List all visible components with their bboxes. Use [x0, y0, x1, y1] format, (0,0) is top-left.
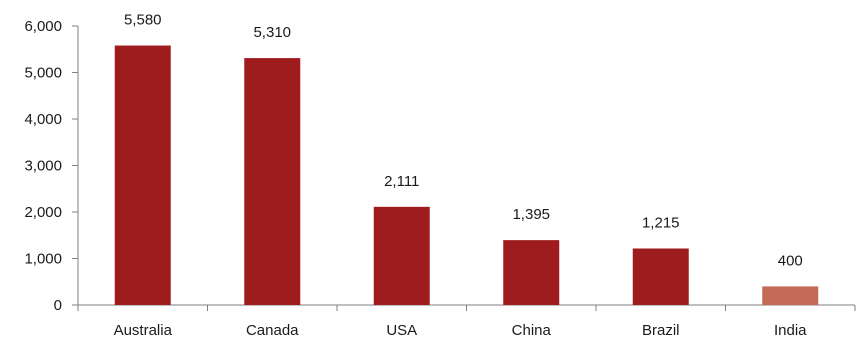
- bar-brazil: [632, 248, 689, 305]
- data-label: 400: [778, 252, 803, 269]
- data-label: 1,215: [642, 215, 680, 232]
- category-label: Canada: [246, 322, 299, 339]
- y-tick-label: 6,000: [24, 18, 62, 35]
- y-tick-label: 4,000: [24, 111, 62, 128]
- bar-india: [762, 286, 819, 305]
- data-label: 5,580: [124, 12, 162, 29]
- data-label: 2,111: [384, 173, 419, 190]
- bars: [114, 45, 819, 306]
- category-label: India: [774, 322, 807, 339]
- data-label: 5,310: [253, 24, 291, 41]
- y-tick-label: 5,000: [24, 65, 62, 82]
- bar-australia: [114, 45, 171, 305]
- bar-usa: [373, 206, 430, 305]
- axes: 0 1,000 2,000 3,000 4,000 5,000 6,000: [24, 18, 856, 314]
- category-label: China: [512, 322, 552, 339]
- y-tick-label: 1,000: [24, 251, 62, 268]
- y-tick-label: 2,000: [24, 204, 62, 221]
- category-label: USA: [386, 322, 417, 339]
- bar-china: [503, 240, 560, 305]
- labels: 5,580 Australia 5,310 Canada 2,111 USA 1,395 Ch…: [114, 12, 808, 339]
- y-tick-label: 0: [54, 297, 62, 314]
- data-label: 1,395: [512, 206, 550, 223]
- y-tick-label: 3,000: [24, 158, 62, 175]
- category-label: Brazil: [642, 322, 680, 339]
- bar-canada: [244, 58, 301, 306]
- category-label: Australia: [114, 322, 173, 339]
